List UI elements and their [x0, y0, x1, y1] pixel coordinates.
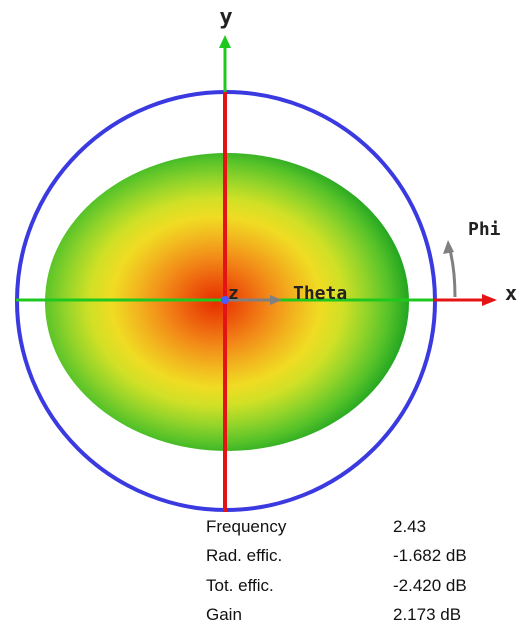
tot-efficiency-label: Tot. effic. [206, 575, 274, 595]
frequency-label: Frequency [206, 516, 287, 536]
phi-arrow-curve [448, 249, 457, 298]
theta-arrowhead [270, 295, 282, 305]
y-axis-label: y [219, 5, 232, 30]
phi-label: Phi [468, 219, 501, 240]
rad-efficiency-value: -1.682 dB [393, 546, 467, 566]
gain-value: 2.173 dB [393, 605, 462, 625]
x-axis-arrowhead [482, 294, 497, 306]
frequency-value: 2.43 [393, 516, 427, 536]
gain-label: Gain [206, 605, 242, 625]
z-axis-label: z [228, 283, 239, 304]
x-axis-label: x [505, 281, 517, 305]
results-panel: Frequency 2.43 Rad. effic. -1.682 dB Tot… [206, 512, 506, 630]
origin-marker [221, 296, 229, 304]
y-axis-arrowhead [219, 35, 231, 48]
rad-efficiency-row: Rad. effic. -1.682 dB [206, 542, 506, 572]
tot-efficiency-value: -2.420 dB [393, 575, 467, 595]
phi-arrowhead [443, 240, 454, 254]
frequency-row: Frequency 2.43 [206, 512, 506, 542]
rad-efficiency-label: Rad. effic. [206, 546, 283, 566]
theta-label: Theta [293, 283, 347, 304]
gain-row: Gain 2.173 dB [206, 601, 506, 631]
tot-efficiency-row: Tot. effic. -2.420 dB [206, 571, 506, 601]
